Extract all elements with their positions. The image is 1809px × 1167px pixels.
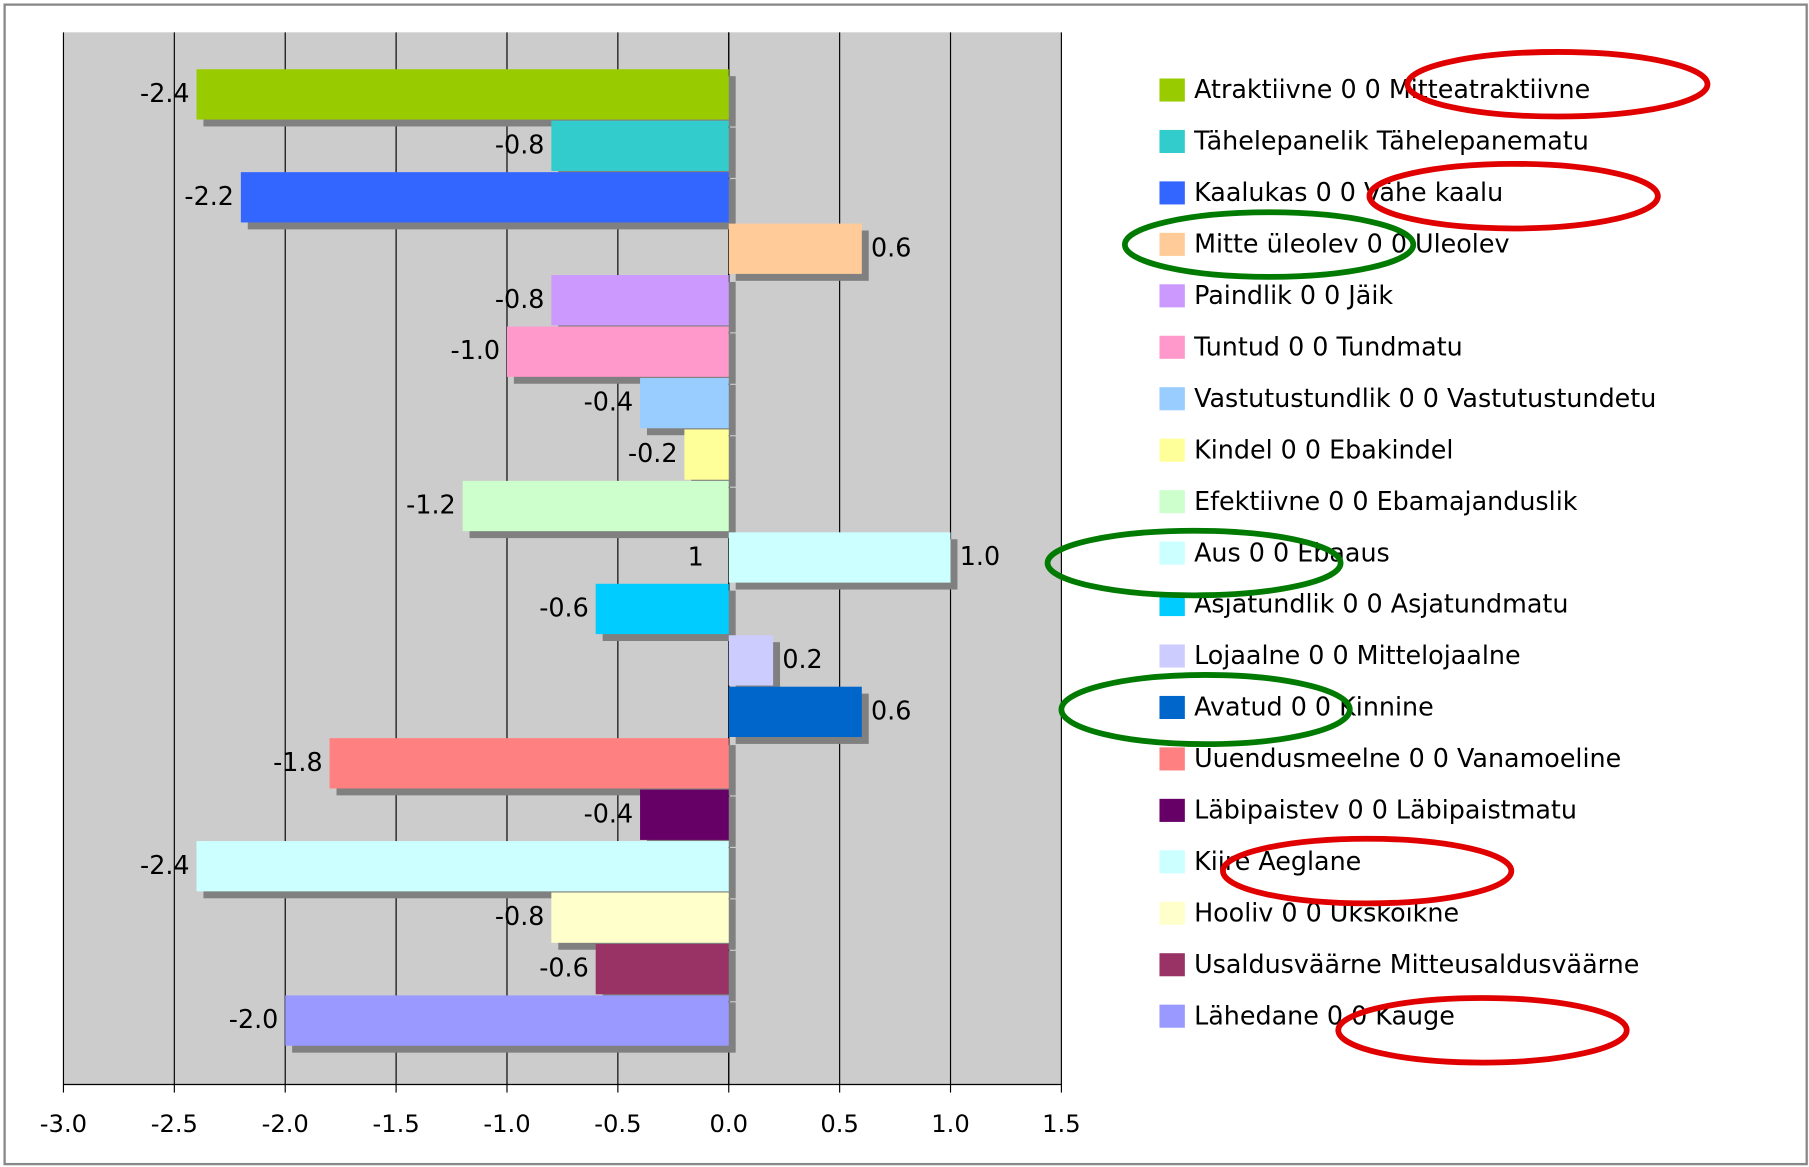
legend-swatch: [1159, 284, 1185, 308]
bar: [551, 120, 729, 171]
legend-swatch: [1159, 850, 1185, 874]
data-label: -2.4: [140, 850, 190, 880]
legend-swatch: [1159, 78, 1185, 102]
data-label: -0.6: [539, 593, 589, 623]
bar: [640, 377, 729, 429]
legend-label: Atraktiivne 0 0 Mitteatraktiivne: [1194, 74, 1590, 104]
green-ellipse: [1058, 672, 1353, 748]
bar: [462, 480, 729, 532]
x-tick-label: -1.0: [483, 1110, 530, 1138]
x-tick-label: 1.0: [931, 1110, 970, 1138]
legend-swatch: [1159, 953, 1185, 977]
data-label: -0.8: [495, 901, 545, 931]
legend-label: Efektiivne 0 0 Ebamajanduslik: [1194, 486, 1578, 516]
legend-label: Tuntud 0 0 Tundmatu: [1193, 331, 1463, 361]
data-label: -1.8: [273, 747, 323, 777]
data-label: 0.6: [871, 695, 911, 725]
bar: [728, 635, 774, 686]
legend-label: Paindlik 0 0 Jäik: [1194, 280, 1393, 310]
legend-swatch: [1159, 232, 1185, 256]
data-label: -0.8: [495, 129, 545, 159]
legend-swatch: [1159, 747, 1185, 771]
legend-swatch: [1159, 798, 1185, 822]
legend-label: Kaalukas 0 0 Vähe kaalu: [1194, 177, 1503, 207]
legend-swatch: [1159, 644, 1185, 668]
data-label: 0.6: [871, 232, 911, 262]
x-tick-label: -3.0: [40, 1110, 87, 1138]
bar: [640, 789, 729, 840]
legend-swatch: [1159, 695, 1185, 720]
bar: [728, 686, 862, 737]
data-label: -0.8: [495, 284, 545, 314]
red-ellipse: [1366, 160, 1661, 232]
legend-label: Usaldusväärne Mitteusaldusväärne: [1194, 949, 1639, 979]
bar: [506, 326, 729, 377]
bar: [329, 738, 729, 789]
legend: Atraktiivne 0 0 Mitteatraktiivne Tähelepa…: [1159, 74, 1656, 1030]
bar: [196, 841, 729, 892]
bar: [728, 223, 862, 274]
x-tick-label: -0.5: [594, 1110, 641, 1138]
legend-swatch: [1159, 181, 1185, 205]
bar: [595, 583, 729, 635]
legend-label: Uuendusmeelne 0 0 Vanamoeline: [1194, 743, 1621, 773]
legend-label: Mitte üleolev 0 0 Uleolev: [1194, 229, 1509, 259]
data-label: -1.0: [451, 335, 501, 365]
legend-swatch: [1159, 335, 1185, 359]
data-label: -2.0: [229, 1004, 279, 1034]
x-tick-label: 1.5: [1042, 1110, 1081, 1138]
legend-label: Vastutustundlik 0 0 Vastutustundetu: [1194, 383, 1656, 413]
x-tick-label: -2.5: [151, 1110, 198, 1138]
red-ellipse: [1335, 995, 1630, 1066]
legend-label: Lähedane 0 0 Kauge: [1194, 1000, 1455, 1030]
legend-label: Avatud 0 0 Kinnine: [1194, 692, 1434, 722]
x-tick-label: -1.5: [372, 1110, 419, 1138]
data-label: -0.2: [628, 438, 678, 468]
legend-label: Tähelepanelik Tähelepanematu: [1193, 126, 1589, 156]
legend-swatch: [1159, 129, 1185, 153]
data-label: 1.0: [960, 541, 1000, 571]
legend-label: Kiire Aeglane: [1194, 846, 1361, 876]
data-label: -0.4: [584, 387, 634, 417]
annotation: 1: [688, 541, 704, 571]
bar: [728, 532, 951, 583]
bar: [595, 943, 729, 995]
legend-swatch: [1159, 387, 1185, 411]
data-label: -0.4: [584, 798, 634, 828]
bar: [285, 995, 729, 1046]
bar: [551, 892, 729, 943]
green-ellipse: [1121, 209, 1417, 280]
green-ellipse: [1044, 527, 1344, 599]
highlight-ellipses: [1044, 49, 1711, 1066]
x-tick-label: 0.5: [820, 1110, 859, 1138]
data-label: -2.4: [140, 78, 190, 108]
legend-swatch: [1159, 593, 1185, 617]
red-ellipse: [1404, 49, 1711, 120]
bars: -2.4 -0.8 -2.2 0.6 -0.8 -1.0 -0.4 -0.2 -1.2 1.0 -0…: [140, 69, 1000, 1053]
data-label: -0.6: [539, 953, 589, 983]
legend-swatch: [1159, 1004, 1185, 1028]
legend-swatch: [1159, 901, 1185, 925]
bar: [240, 172, 729, 223]
legend-swatch: [1159, 438, 1185, 462]
red-ellipse: [1220, 835, 1515, 907]
data-label: -2.2: [184, 181, 234, 211]
legend-swatch: [1159, 490, 1185, 514]
legend-label: Lojaalne 0 0 Mittelojaalne: [1194, 640, 1521, 670]
legend-label: Läbipaistev 0 0 Läbipaistmatu: [1194, 795, 1577, 825]
data-label: -1.2: [406, 490, 456, 520]
bar: [684, 429, 729, 480]
legend-label: Kindel 0 0 Ebakindel: [1194, 434, 1453, 464]
data-label: 0.2: [782, 644, 822, 674]
x-tick-label: -2.0: [262, 1110, 309, 1138]
bar: [196, 69, 729, 120]
x-tick-label: 0.0: [709, 1110, 748, 1138]
legend-swatch: [1159, 541, 1185, 565]
legend-label: Aus 0 0 Ebaaus: [1194, 537, 1390, 567]
bar: [551, 275, 729, 326]
